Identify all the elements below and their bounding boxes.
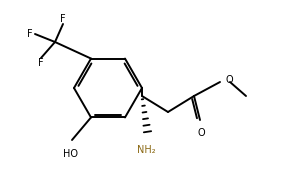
Text: F: F (38, 58, 44, 68)
Text: F: F (27, 29, 33, 39)
Text: O: O (197, 128, 205, 138)
Text: NH₂: NH₂ (137, 145, 155, 155)
Text: HO: HO (62, 149, 77, 159)
Text: F: F (60, 14, 66, 24)
Text: O: O (225, 75, 233, 85)
